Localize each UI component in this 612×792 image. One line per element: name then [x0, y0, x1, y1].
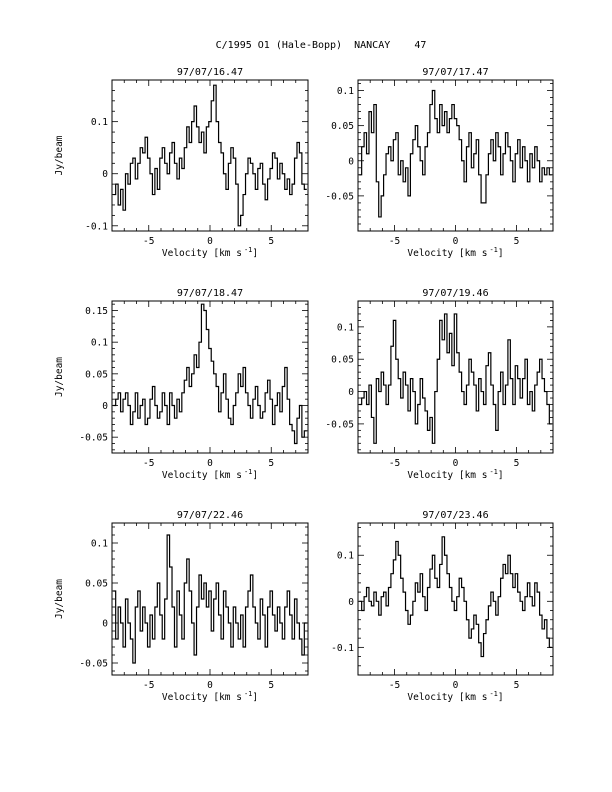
spectrum-panel: -5 0 5 -0.1 0 0.1 97/07/23.46 Velocity [km s -1] [331, 510, 554, 703]
x-axis-label-text: Velocity [km s [162, 692, 242, 703]
y-tick-label: 0 [348, 156, 354, 167]
x-axis-label-exponent: -1 [489, 246, 497, 254]
spectrum-line [113, 84, 307, 227]
x-tick-label: 0 [453, 458, 459, 469]
x-axis-label-exponent: -1 [489, 468, 497, 476]
spectrum-panel: -5 0 5 -0.05 0 0.05 0.1 97/07/17.47 Velocity [km… [325, 67, 554, 259]
x-tick-label: -5 [389, 680, 400, 691]
spectrum-line [113, 303, 307, 445]
x-axis-label-text: Velocity [km s [407, 692, 487, 703]
y-tick-label: 0 [348, 597, 354, 608]
x-axis-label-close: ] [498, 692, 504, 703]
y-tick-label: -0.05 [79, 433, 108, 444]
page-title: C/1995 O1 (Hale-Bopp) NANCAY 47 [216, 40, 427, 51]
plot-frame [111, 300, 309, 454]
x-tick-label: 0 [207, 236, 213, 247]
x-axis-label-exponent: -1 [244, 246, 252, 254]
panel-title: 97/07/19.46 [422, 288, 488, 299]
plot-frame [357, 522, 554, 676]
y-tick-label: 0.1 [337, 322, 354, 333]
y-tick-label: 0 [348, 387, 354, 398]
y-tick-label: -0.05 [325, 191, 354, 202]
spectrum-panel: -5 0 5 -0.05 0 0.05 0.1 0.15 97/07/18.47 Velocity… [54, 288, 309, 481]
panel-title: 97/07/23.46 [422, 510, 488, 521]
x-axis-label-exponent: -1 [489, 690, 497, 698]
y-axis-label: Jy/beam [54, 579, 65, 619]
x-axis-label: Velocity [km s -1] [407, 246, 503, 259]
y-axis-label: Jy/beam [54, 135, 65, 175]
y-tick-label: 0.05 [331, 121, 354, 132]
y-tick-label: 0.05 [85, 579, 108, 590]
x-axis-label-close: ] [252, 692, 258, 703]
x-axis-label-close: ] [498, 470, 504, 481]
x-tick-label: 5 [514, 680, 520, 691]
y-tick-label: 0.15 [85, 306, 108, 317]
x-tick-label: 5 [268, 680, 274, 691]
y-tick-label: 0.05 [85, 369, 108, 380]
plot-frame [111, 79, 309, 232]
x-axis-label-text: Velocity [km s [407, 248, 487, 259]
y-tick-label: 0.1 [91, 117, 108, 128]
x-axis-label: Velocity [km s -1] [162, 468, 258, 481]
x-tick-label: 5 [514, 236, 520, 247]
y-tick-label: -0.05 [325, 419, 354, 430]
y-tick-label: -0.05 [79, 659, 108, 670]
y-tick-label: 0.1 [337, 551, 354, 562]
spectrum-line [359, 313, 552, 444]
y-tick-label: 0 [102, 169, 108, 180]
y-tick-label: 0 [102, 619, 108, 630]
x-axis-label-close: ] [252, 248, 258, 259]
x-axis-label-text: Velocity [km s [407, 470, 487, 481]
panel-title: 97/07/17.47 [422, 67, 488, 78]
panel-title: 97/07/18.47 [177, 288, 243, 299]
plot-frame [111, 522, 309, 676]
x-tick-label: -5 [143, 680, 154, 691]
y-tick-label: -0.1 [331, 643, 354, 654]
x-axis-label-exponent: -1 [244, 690, 252, 698]
x-tick-label: -5 [143, 458, 154, 469]
spectrum-line [359, 536, 552, 658]
x-axis-label-close: ] [498, 248, 504, 259]
x-tick-label: 5 [514, 458, 520, 469]
x-axis-label-text: Velocity [km s [162, 470, 242, 481]
x-axis-label-close: ] [252, 470, 258, 481]
x-tick-label: -5 [143, 236, 154, 247]
x-tick-label: 0 [207, 680, 213, 691]
y-tick-label: 0 [102, 401, 108, 412]
y-tick-label: 0.1 [91, 338, 108, 349]
panel-title: 97/07/16.47 [177, 67, 243, 78]
plot-frame [357, 79, 554, 232]
y-tick-label: 0.05 [331, 355, 354, 366]
spectrum-line [359, 89, 552, 218]
x-axis-label: Velocity [km s -1] [407, 690, 503, 703]
x-axis-label: Velocity [km s -1] [162, 246, 258, 259]
y-tick-label: 0.1 [337, 86, 354, 97]
y-tick-label: 0.1 [91, 539, 108, 550]
x-tick-label: 5 [268, 458, 274, 469]
x-axis-label-exponent: -1 [244, 468, 252, 476]
x-axis-label: Velocity [km s -1] [407, 468, 503, 481]
x-axis-label: Velocity [km s -1] [162, 690, 258, 703]
x-tick-label: 0 [453, 236, 459, 247]
x-axis-label-text: Velocity [km s [162, 248, 242, 259]
plot-frame [357, 300, 554, 454]
panel-title: 97/07/22.46 [177, 510, 243, 521]
y-tick-label: -0.1 [85, 221, 108, 232]
y-axis-label: Jy/beam [54, 357, 65, 397]
x-tick-label: 5 [268, 236, 274, 247]
spectrum-panel: -5 0 5 -0.05 0 0.05 0.1 97/07/22.46 Velocity [km… [54, 510, 309, 703]
x-tick-label: -5 [389, 236, 400, 247]
x-tick-label: 0 [207, 458, 213, 469]
spectrum-panel: -5 0 5 -0.05 0 0.05 0.1 97/07/19.46 Velocity [km… [325, 288, 554, 481]
spectrum-line [113, 534, 307, 664]
x-tick-label: -5 [389, 458, 400, 469]
spectrum-panel: -5 0 5 -0.1 0 0.1 97/07/16.47 Velocity [km s -1]… [54, 67, 309, 259]
x-tick-label: 0 [453, 680, 459, 691]
